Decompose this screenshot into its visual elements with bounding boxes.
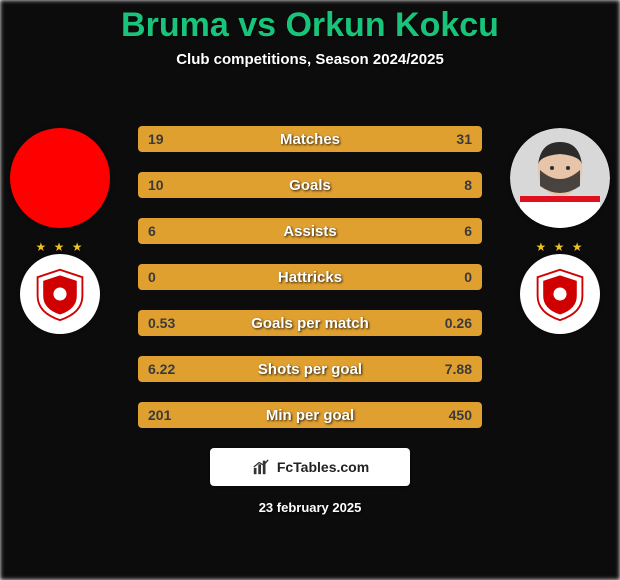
- page-title: Bruma vs Orkun Kokcu: [0, 0, 620, 45]
- stat-value-left: 0.53: [148, 310, 175, 336]
- stat-value-left: 0: [148, 264, 156, 290]
- stat-value-right: 0: [464, 264, 472, 290]
- stat-row: 0 Hattricks 0: [138, 264, 482, 290]
- stat-label: Shots per goal: [258, 361, 362, 378]
- stat-label: Matches: [280, 131, 340, 148]
- content-wrapper: Bruma vs Orkun Kokcu Club competitions, …: [0, 0, 620, 580]
- stat-label: Min per goal: [266, 407, 354, 424]
- stats-table: 19Matches3110Goals86Assists60Hattricks00…: [138, 126, 482, 448]
- stat-value-right: 8: [464, 172, 472, 198]
- stat-value-left: 6.22: [148, 356, 175, 382]
- stat-value-right: 6: [464, 218, 472, 244]
- stat-row: 6.22 Shots per goal 7.88: [138, 356, 482, 382]
- stat-value-left: 201: [148, 402, 171, 428]
- player1-avatar-container: [10, 128, 110, 228]
- player2-avatar: [510, 128, 610, 228]
- footer-brand-box[interactable]: FcTables.com: [210, 448, 410, 486]
- player2-club-badge: [520, 254, 600, 334]
- player1-avatar: [10, 128, 110, 228]
- stat-value-right: 7.88: [445, 356, 472, 382]
- stat-value-left: 10: [148, 172, 164, 198]
- stat-value-right: 0.26: [445, 310, 472, 336]
- stat-value-right: 450: [449, 402, 472, 428]
- stat-value-left: 6: [148, 218, 156, 244]
- club-stars-left: ★ ★ ★: [20, 240, 100, 254]
- stat-label: Assists: [283, 223, 336, 240]
- title-player1: Bruma: [121, 6, 229, 44]
- player2-club-container: ★ ★ ★: [520, 254, 600, 334]
- stat-row: 0.53 Goals per match 0.26: [138, 310, 482, 336]
- club-stars-right: ★ ★ ★: [520, 240, 600, 254]
- subtitle: Club competitions, Season 2024/2025: [0, 51, 620, 68]
- stat-value-right: 31: [456, 126, 472, 152]
- brand-chart-icon: [251, 457, 271, 477]
- stat-value-left: 19: [148, 126, 164, 152]
- stat-row: 10 Goals 8: [138, 172, 482, 198]
- player2-avatar-container: [510, 128, 610, 233]
- stat-label: Goals per match: [251, 315, 369, 332]
- stat-row: 201 Min per goal 450: [138, 402, 482, 428]
- stat-label: Hattricks: [278, 269, 342, 286]
- stat-row: 19 Matches 31: [138, 126, 482, 152]
- title-vs: vs: [238, 6, 276, 44]
- player1-club-badge: [20, 254, 100, 334]
- club-crest-icon: [532, 266, 588, 322]
- stat-label: Goals: [289, 177, 331, 194]
- title-player2: Orkun Kokcu: [285, 6, 498, 44]
- player1-club-container: ★ ★ ★: [20, 254, 100, 334]
- footer-brand-text: FcTables.com: [277, 459, 369, 475]
- footer-date: 23 february 2025: [0, 500, 620, 515]
- club-crest-icon: [32, 266, 88, 322]
- stat-row: 6 Assists 6: [138, 218, 482, 244]
